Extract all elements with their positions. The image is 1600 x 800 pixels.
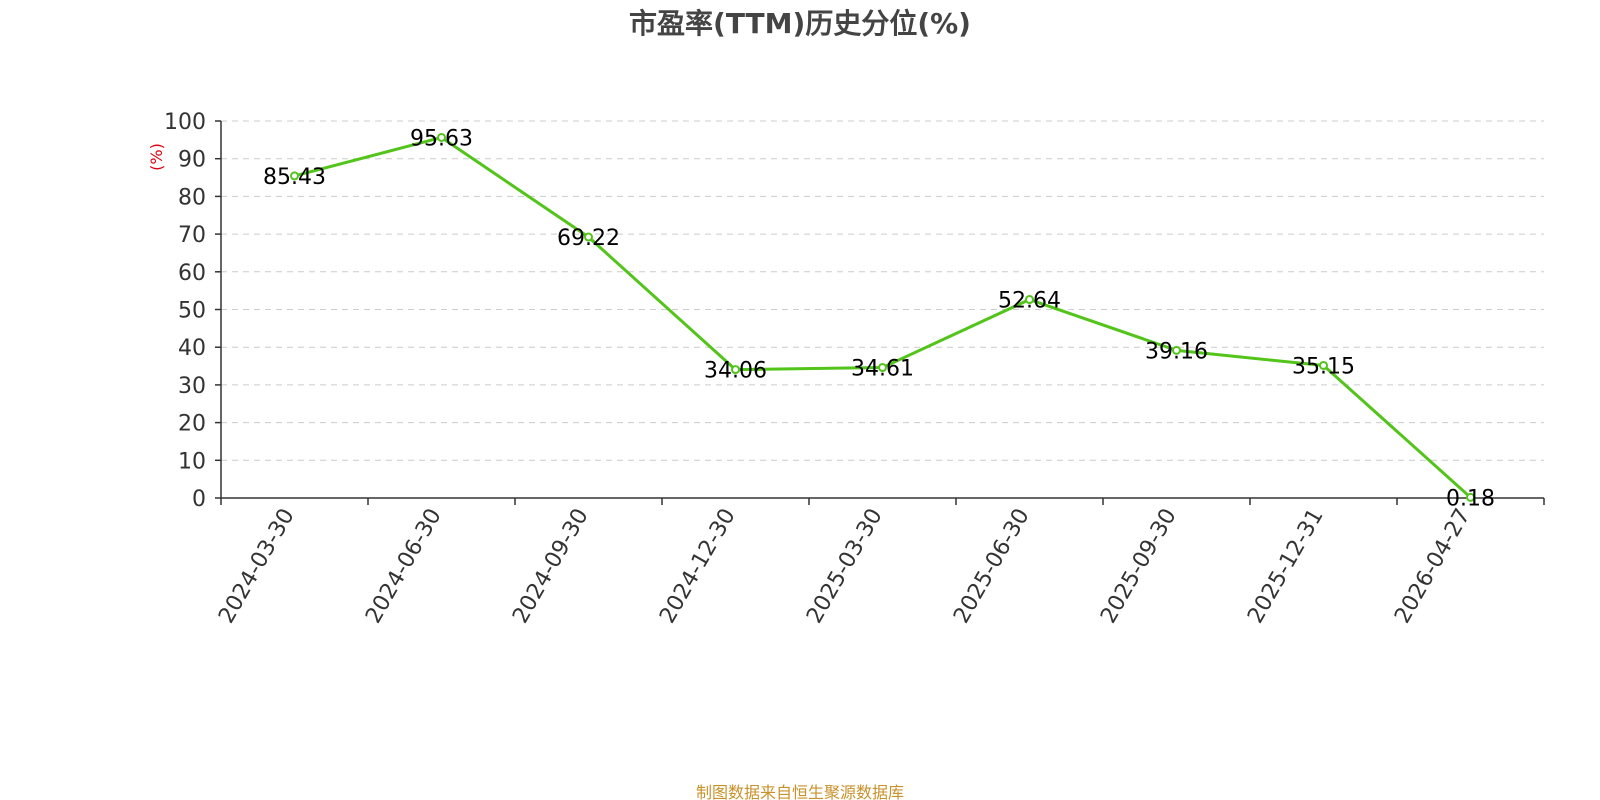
x-tick-label: 2025-12-31 (1243, 505, 1329, 628)
x-tick-label: 2026-04-27 (1390, 505, 1476, 628)
data-label: 39.16 (1145, 339, 1208, 364)
data-point (1025, 295, 1034, 305)
data-label: 0.18 (1446, 486, 1495, 511)
data-labels: 85.43 95.63 69.22 34.06 34.61 52.64 39.16 35.15… (263, 126, 1495, 511)
x-tick-labels: 2024-03-30 2024-06-30 2024-09-30 2024-12-30… (214, 505, 1476, 628)
y-tick-labels: 0 10 20 30 40 50 60 70 80 90 100 (164, 110, 206, 512)
data-point (1319, 360, 1328, 370)
y-tick-label: 100 (164, 110, 206, 135)
y-tick-label: 50 (178, 299, 206, 324)
data-point (1172, 345, 1181, 355)
y-tick-label: 80 (178, 185, 206, 210)
y-tick-label: 40 (178, 336, 206, 361)
x-tick-label: 2025-09-30 (1096, 505, 1182, 628)
data-label: 34.61 (851, 357, 914, 382)
x-tick-label: 2024-12-30 (655, 505, 741, 628)
data-point (584, 232, 593, 242)
axes (215, 120, 1545, 505)
data-label: 34.06 (704, 359, 767, 384)
x-tick-label: 2025-03-30 (802, 505, 888, 628)
x-tick-label: 2025-06-30 (949, 505, 1035, 628)
data-label: 95.63 (410, 126, 473, 151)
data-point (1466, 492, 1475, 502)
grid-lines (221, 120, 1544, 461)
x-tick-label: 2024-09-30 (508, 505, 594, 628)
y-tick-label: 20 (178, 412, 206, 437)
x-tick-label: 2024-03-30 (214, 505, 300, 628)
y-tick-label: 90 (178, 148, 206, 173)
y-tick-label: 0 (192, 487, 206, 512)
y-axis-unit: (%) (147, 143, 166, 171)
y-tick-label: 70 (178, 223, 206, 248)
data-label: 35.15 (1292, 354, 1355, 379)
series-line (293, 135, 1472, 499)
data-point (437, 132, 446, 142)
y-tick-label: 30 (178, 374, 206, 399)
data-point (878, 363, 887, 373)
data-point (290, 171, 299, 181)
chart-title: 市盈率(TTM)历史分位(%) (629, 7, 971, 40)
data-label: 52.64 (998, 289, 1061, 314)
data-label: 85.43 (263, 165, 326, 190)
y-tick-label: 10 (178, 449, 206, 474)
y-tick-label: 60 (178, 261, 206, 286)
series-pe-percentile (290, 132, 1475, 502)
x-tick-label: 2024-06-30 (361, 505, 447, 628)
data-label: 69.22 (557, 226, 620, 251)
source-note: 制图数据来自恒生聚源数据库 (696, 783, 904, 800)
data-point (731, 365, 740, 375)
